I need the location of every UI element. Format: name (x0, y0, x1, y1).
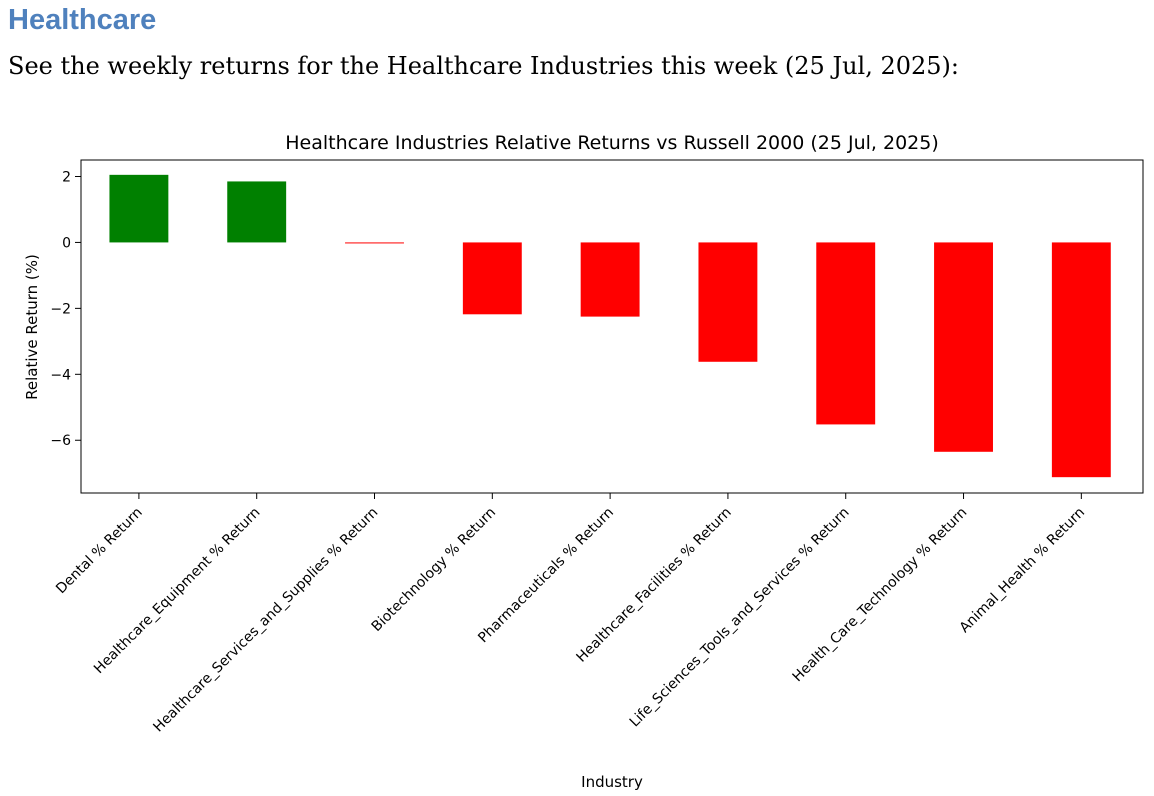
bar-8 (1051, 242, 1111, 478)
section-heading: Healthcare (8, 4, 157, 36)
x-tick-label: Life_Sciences_Tools_and_Services % Retur… (627, 505, 853, 731)
bar-5 (698, 242, 758, 362)
plot-frame (80, 159, 1144, 494)
y-tick-label: 2 (62, 169, 71, 185)
y-tick-label: 0 (62, 235, 71, 251)
x-tick-label: Dental % Return (53, 505, 146, 598)
y-axis-label: Relative Return (%) (23, 254, 41, 400)
x-tick-label: Healthcare_Services_and_Supplies % Retur… (150, 505, 381, 736)
y-tick-label: −4 (50, 367, 71, 383)
bars-group (109, 174, 1111, 478)
x-tick-label: Pharmaceuticals % Return (475, 505, 617, 647)
bar-0 (109, 174, 169, 243)
bar-2 (345, 242, 404, 244)
y-tick-label: −2 (50, 301, 71, 317)
chart-title: Healthcare Industries Relative Returns v… (285, 132, 939, 154)
x-tick-label: Biotechnology % Return (369, 505, 499, 635)
x-tick-label: Animal_Health % Return (957, 505, 1089, 637)
y-axis: 2 0 −2 −4 −6 (50, 169, 81, 449)
intro-text: See the weekly returns for the Healthcar… (8, 52, 959, 80)
x-axis-label: Industry (581, 773, 643, 791)
y-tick-label: −6 (50, 433, 71, 449)
bar-7 (934, 242, 993, 452)
bar-3 (462, 242, 522, 315)
bar-4 (580, 242, 640, 317)
bar-6 (816, 242, 876, 425)
bar-1 (227, 181, 287, 243)
